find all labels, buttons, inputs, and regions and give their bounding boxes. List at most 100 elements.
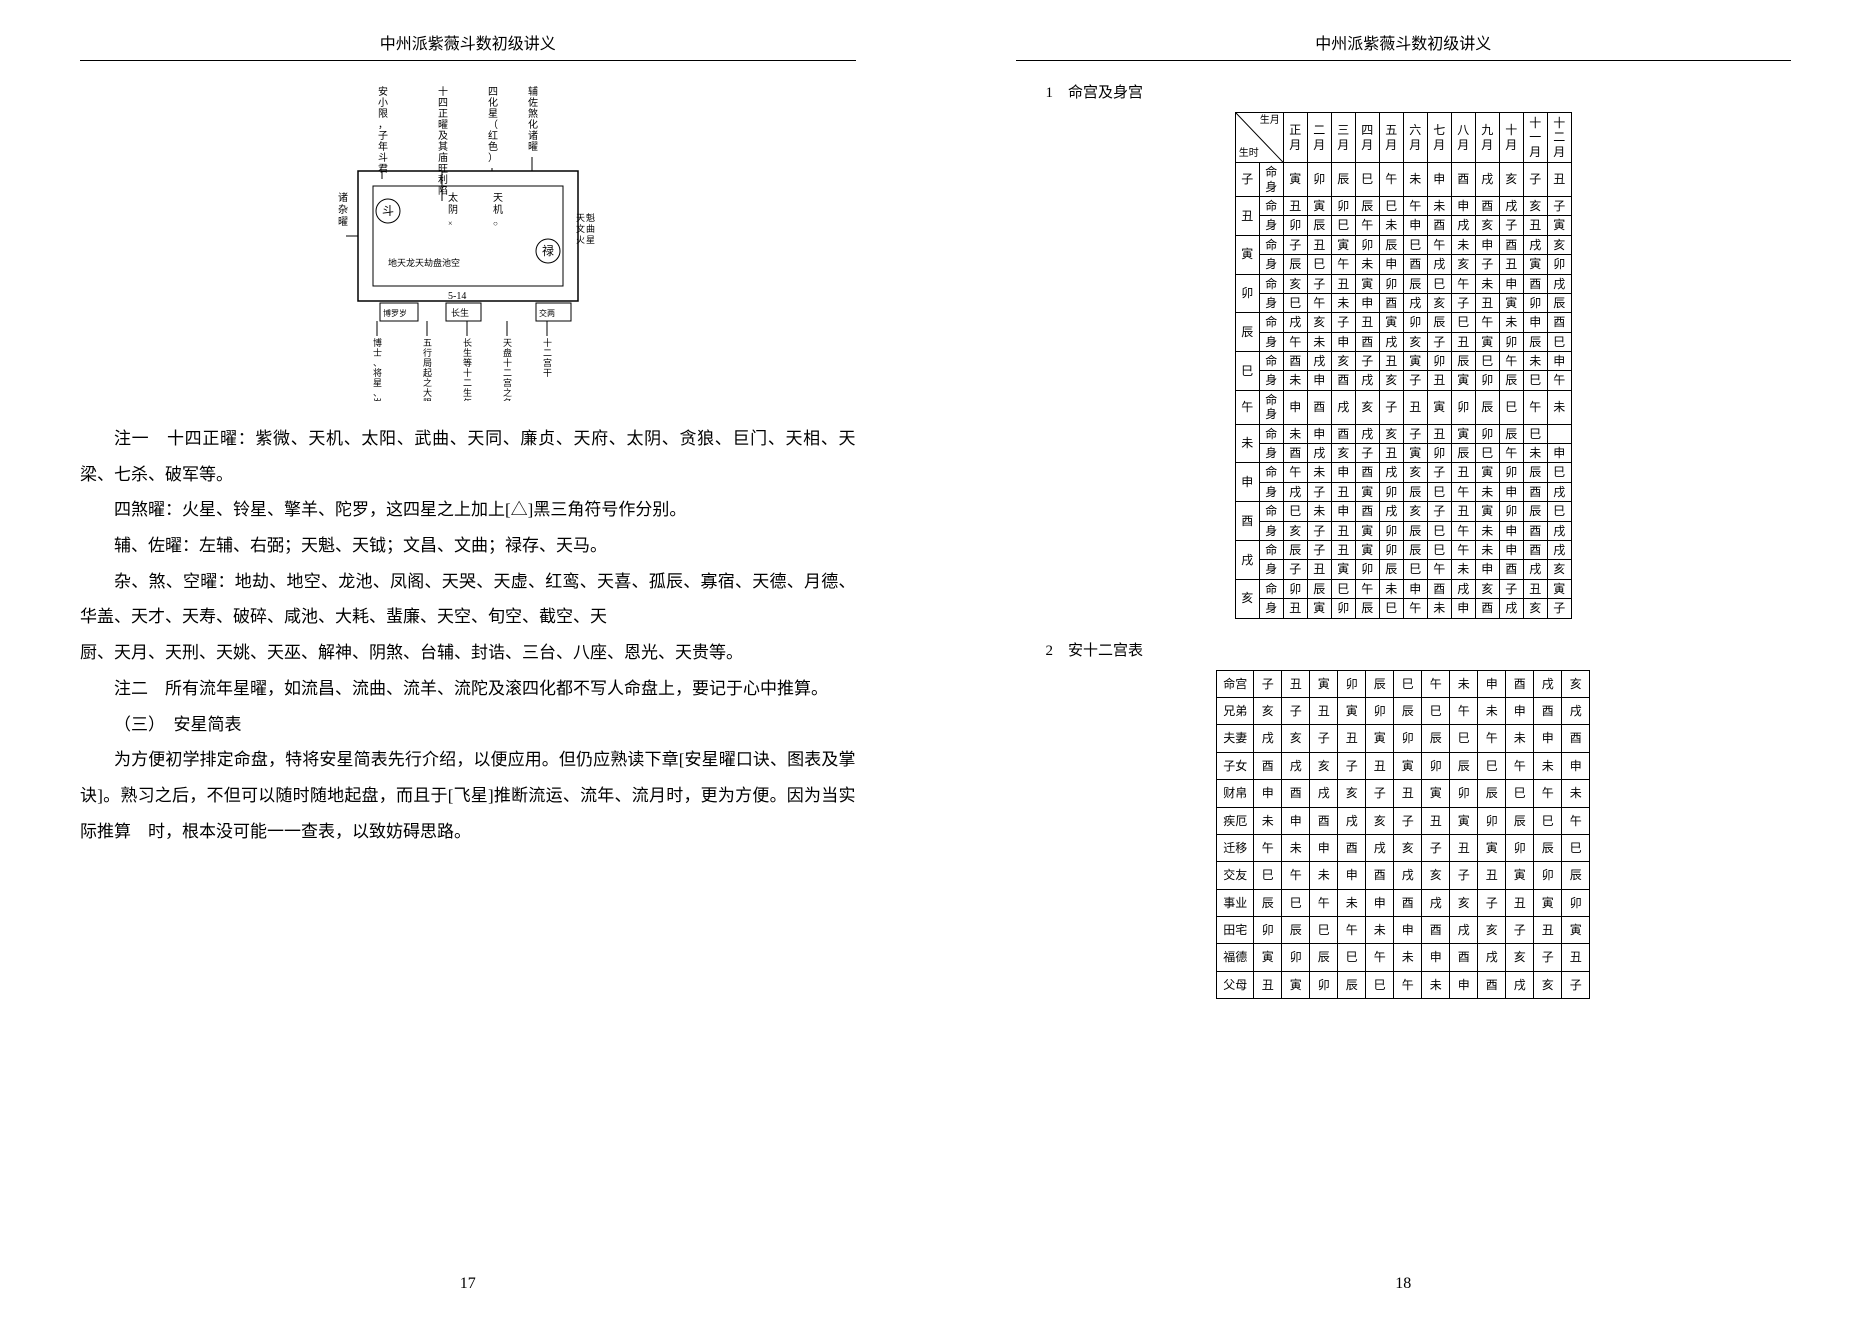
svg-text:交两: 交两: [539, 308, 555, 318]
month-header: 五月: [1379, 113, 1403, 163]
page-number-right: 18: [936, 1275, 1871, 1293]
svg-text:星: 星: [373, 378, 382, 388]
palace-name: 福德: [1217, 944, 1254, 971]
svg-text:诸: 诸: [528, 130, 538, 142]
svg-text:长生: 长生: [451, 307, 469, 318]
page-left: 中州派紫薇斗数初级讲义 安小限，子年斗君十四正曜及其庙旺利陷四化星（红色）辅佐煞…: [0, 0, 936, 1323]
svg-text:将: 将: [373, 368, 382, 378]
month-header: 八月: [1451, 113, 1475, 163]
svg-text:之: 之: [503, 387, 512, 398]
palace-name: 迁移: [1217, 834, 1254, 861]
palace-name: 子女: [1217, 752, 1254, 779]
svg-text:○: ○: [493, 219, 498, 228]
svg-text:斗: 斗: [382, 204, 394, 218]
svg-text:（: （: [488, 119, 498, 131]
palace-name: 夫妻: [1217, 725, 1254, 752]
svg-text:佐: 佐: [528, 97, 538, 109]
svg-text:化: 化: [528, 118, 538, 131]
hour-head: 戌: [1235, 540, 1259, 579]
svg-text:）: ）: [488, 152, 498, 164]
svg-text:博罗岁: 博罗岁: [383, 308, 407, 318]
svg-text:局: 局: [423, 358, 432, 368]
svg-text:十: 十: [543, 337, 552, 348]
para-4: 杂、煞、空曜：地劫、地空、龙池、凤阁、天哭、天虚、红鸾、天喜、孤辰、寡宿、天德、…: [80, 564, 856, 635]
svg-text:、: 、: [373, 358, 382, 368]
month-header: 十二月: [1547, 113, 1571, 163]
page-header: 中州派紫薇斗数初级讲义: [1016, 30, 1792, 61]
month-header: 二月: [1307, 113, 1331, 163]
svg-text:限: 限: [378, 108, 388, 120]
svg-text:子: 子: [378, 130, 388, 142]
svg-text:十: 十: [463, 367, 472, 378]
palace-name: 事业: [1217, 889, 1254, 916]
svg-text:火: 火: [576, 235, 585, 245]
hour-head: 卯: [1235, 274, 1259, 313]
main-text-block: 注一 十四正曜：紫微、天机、太阳、武曲、天同、廉贞、天府、太阴、贪狼、巨门、天相…: [80, 421, 856, 849]
svg-text:×: ×: [448, 219, 453, 228]
page-right: 中州派紫薇斗数初级讲义 1 命宫及身宫 生月生时正月二月三月四月五月六月七月八月…: [936, 0, 1871, 1323]
section-2-title: 2 安十二宫表: [1046, 639, 1792, 660]
svg-text:红: 红: [488, 129, 498, 142]
month-header: 三月: [1331, 113, 1355, 163]
svg-text:年: 年: [463, 397, 472, 401]
svg-text:四: 四: [488, 87, 498, 98]
svg-text:天: 天: [576, 213, 585, 223]
month-header: 九月: [1475, 113, 1499, 163]
palace-name: 兄弟: [1217, 697, 1254, 724]
svg-text:干: 干: [543, 368, 552, 378]
svg-text:太: 太: [448, 191, 458, 204]
svg-text:长: 长: [463, 337, 472, 348]
svg-text:士: 士: [373, 347, 382, 358]
structure-diagram: 安小限，子年斗君十四正曜及其庙旺利陷四化星（红色）辅佐煞化诸曜诸杂曜斗禄太阴天机…: [318, 81, 618, 401]
svg-text:化: 化: [488, 96, 498, 109]
para-7: （三） 安星简表: [80, 707, 856, 743]
page-number-left: 17: [0, 1275, 936, 1293]
svg-text:盘: 盘: [503, 347, 512, 358]
ming-shen-table: 生月生时正月二月三月四月五月六月七月八月九月十月十一月十二月子命身寅卯辰巳午未申…: [1235, 112, 1572, 619]
svg-text:及: 及: [438, 130, 448, 142]
hour-head: 寅: [1235, 235, 1259, 274]
palace-name: 父母: [1217, 971, 1254, 998]
svg-text:大: 大: [423, 387, 432, 398]
hour-head: 申: [1235, 463, 1259, 502]
svg-text:限: 限: [423, 398, 432, 401]
hour-head: 子: [1235, 163, 1259, 197]
svg-text:正: 正: [438, 109, 448, 120]
palace-name: 财帛: [1217, 780, 1254, 807]
svg-text:起: 起: [423, 368, 432, 378]
svg-text:生: 生: [463, 347, 472, 358]
hour-head: 午: [1235, 390, 1259, 424]
svg-text:岁: 岁: [373, 397, 382, 401]
svg-text:名: 名: [503, 397, 512, 401]
section-1-title: 1 命宫及身宫: [1046, 81, 1792, 102]
svg-text:安: 安: [378, 85, 388, 98]
hour-head: 酉: [1235, 502, 1259, 541]
svg-text:色: 色: [488, 140, 498, 153]
svg-text:小: 小: [378, 97, 388, 109]
svg-text:宫: 宫: [503, 377, 512, 388]
svg-text:煞: 煞: [528, 107, 538, 120]
svg-text:年: 年: [378, 140, 388, 153]
svg-text:之: 之: [423, 377, 432, 388]
hour-head: 辰: [1235, 313, 1259, 352]
svg-text:等: 等: [463, 357, 472, 368]
svg-text:十: 十: [438, 85, 448, 98]
svg-text:曜: 曜: [438, 119, 448, 131]
svg-text:地天龙天劫盘池空: 地天龙天劫盘池空: [388, 257, 460, 268]
page-header: 中州派紫薇斗数初级讲义: [80, 30, 856, 61]
svg-text:辅: 辅: [528, 85, 538, 98]
svg-text:君: 君: [378, 163, 388, 175]
svg-text:禄: 禄: [542, 243, 554, 258]
svg-text:十: 十: [503, 357, 512, 368]
para-5: 厨、天月、天刑、天姚、天巫、解神、阴煞、台辅、封诰、三台、八座、恩光、天贵等。: [80, 635, 856, 671]
hour-head: 丑: [1235, 196, 1259, 235]
month-header: 正月: [1283, 113, 1307, 163]
svg-text:星: 星: [586, 235, 595, 245]
svg-text:星: 星: [488, 108, 498, 120]
svg-text:四: 四: [438, 98, 448, 109]
svg-text:杂: 杂: [338, 204, 348, 216]
svg-text:阴: 阴: [448, 204, 458, 216]
svg-text:机: 机: [493, 203, 503, 216]
svg-text:二: 二: [503, 368, 512, 378]
svg-text:旺: 旺: [438, 164, 448, 175]
